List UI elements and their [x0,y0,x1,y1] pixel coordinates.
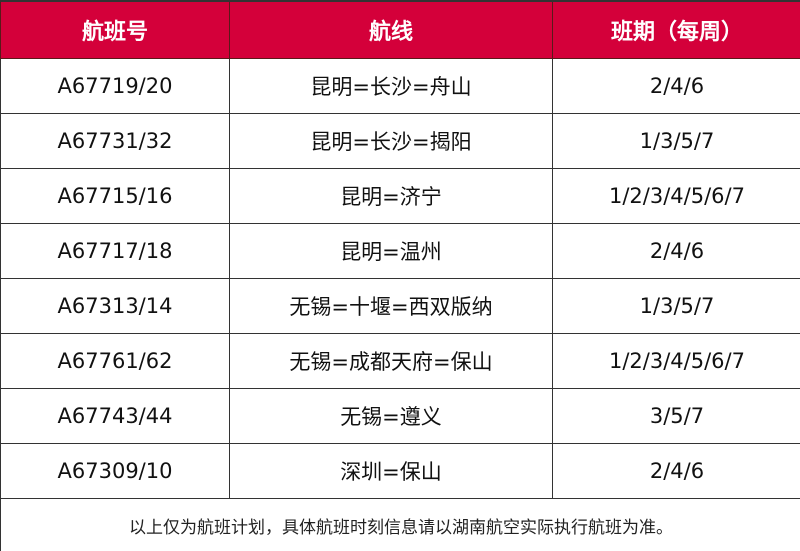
schedule-cell: 1/3/5/7 [553,279,800,334]
schedule-cell: 1/2/3/4/5/6/7 [553,334,800,389]
schedule-cell: 2/4/6 [553,224,800,279]
header-schedule: 班期（每周） [553,1,800,59]
flight-number-cell: A67761/62 [1,334,230,389]
flight-number-cell: A67731/32 [1,114,230,169]
flight-number-cell: A67313/14 [1,279,230,334]
schedule-cell: 3/5/7 [553,389,800,444]
route-cell: 无锡=十堰=西双版纳 [230,279,553,334]
note-row: 以上仅为航班计划，具体航班时刻信息请以湖南航空实际执行航班为准。 [1,499,800,551]
schedule-cell: 2/4/6 [553,59,800,114]
schedule-cell: 2/4/6 [553,444,800,499]
flight-number-cell: A67717/18 [1,224,230,279]
route-cell: 昆明=长沙=舟山 [230,59,553,114]
route-cell: 无锡=成都天府=保山 [230,334,553,389]
schedule-cell: 1/3/5/7 [553,114,800,169]
flight-number-cell: A67719/20 [1,59,230,114]
header-route: 航线 [230,1,553,59]
flight-number-cell: A67715/16 [1,169,230,224]
flight-number-cell: A67309/10 [1,444,230,499]
route-cell: 昆明=温州 [230,224,553,279]
route-cell: 昆明=长沙=揭阳 [230,114,553,169]
route-cell: 无锡=遵义 [230,389,553,444]
route-cell: 昆明=济宁 [230,169,553,224]
route-cell: 深圳=保山 [230,444,553,499]
schedule-cell: 1/2/3/4/5/6/7 [553,169,800,224]
flight-number-cell: A67743/44 [1,389,230,444]
schedule-note: 以上仅为航班计划，具体航班时刻信息请以湖南航空实际执行航班为准。 [1,499,800,551]
header-row: 航班号 航线 班期（每周） [1,1,800,59]
header-flight-number: 航班号 [1,1,230,59]
